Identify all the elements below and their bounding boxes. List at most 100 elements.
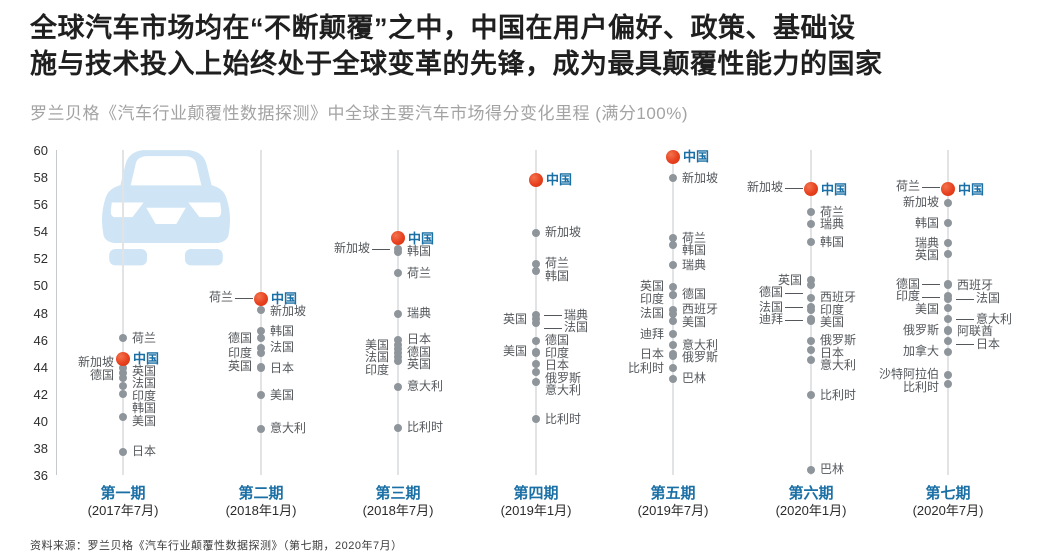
country-label: 西班牙	[820, 290, 857, 305]
data-point-dot	[669, 341, 677, 349]
country-label: 中国	[133, 351, 160, 367]
period-label: 第五期	[650, 485, 696, 502]
period-label: 第六期	[788, 485, 834, 502]
china-dot	[391, 231, 405, 246]
chart-subtitle: 罗兰贝格《汽车行业颠覆性数据探测》中全球主要汽车市场得分变化里程 (满分100%…	[30, 104, 689, 123]
y-tick-label: 54	[33, 224, 48, 240]
data-point-dot	[807, 238, 815, 247]
country-label: 新加坡	[77, 355, 114, 370]
data-point-dot	[807, 276, 815, 284]
y-tick-label: 58	[33, 170, 48, 186]
data-point-dot	[944, 219, 952, 228]
data-point-dot	[944, 281, 952, 290]
data-point-dot	[944, 370, 952, 379]
page-title-line2: 施与技术投入上始终处于全球变革的先锋，成为最具颠覆性能力的国家	[30, 49, 883, 79]
leader-line	[956, 319, 974, 321]
data-point-dot	[394, 345, 402, 354]
country-label: 荷兰	[682, 230, 707, 245]
country-label: 日本	[545, 358, 570, 373]
country-label: 比利时	[627, 360, 664, 375]
data-point-dot	[532, 311, 540, 320]
period-label: 第四期	[513, 485, 559, 502]
country-label: 印度	[364, 362, 389, 377]
data-point-dot	[532, 415, 540, 424]
country-label: 中国	[408, 230, 435, 246]
data-point-dot	[532, 336, 540, 345]
period-column-line	[947, 150, 949, 475]
data-point-dot	[119, 369, 127, 378]
country-label: 韩国	[545, 268, 570, 283]
data-point-dot	[532, 228, 540, 237]
data-point-dot	[257, 424, 265, 433]
data-point-dot	[532, 259, 540, 268]
data-point-dot	[669, 305, 677, 314]
country-label: 中国	[271, 291, 298, 307]
data-point-dot	[257, 305, 265, 314]
country-label: 英国	[914, 248, 939, 263]
y-tick-label: 60	[33, 143, 48, 158]
country-label: 阿联酋	[957, 324, 994, 339]
country-label: 新加坡	[746, 180, 783, 195]
data-point-dot	[394, 269, 402, 278]
country-label: 英国	[639, 279, 664, 294]
data-point-dot	[119, 389, 127, 398]
country-label: 瑞典	[820, 217, 845, 232]
data-point-dot	[807, 336, 815, 345]
data-point-dot	[807, 220, 815, 229]
data-point-dot	[944, 250, 952, 259]
data-point-dot	[394, 357, 402, 366]
country-label: 日本	[639, 346, 664, 361]
country-label: 中国	[821, 181, 848, 197]
leader-line	[785, 319, 803, 321]
leader-line	[956, 344, 974, 346]
y-tick-label: 36	[33, 468, 48, 483]
data-point-dot	[669, 261, 677, 270]
data-point-dot	[532, 315, 540, 324]
data-point-dot	[669, 290, 677, 299]
data-point-dot	[807, 281, 815, 290]
country-label: 法国	[132, 376, 157, 391]
country-label: 德国	[227, 330, 252, 345]
china-dot	[804, 182, 818, 197]
country-label: 西班牙	[957, 277, 994, 292]
data-point-dot	[532, 319, 540, 328]
country-label: 加拿大	[902, 344, 939, 359]
country-label: 俄罗斯	[682, 350, 719, 364]
data-point-dot	[807, 305, 815, 314]
country-label: 意大利	[407, 379, 444, 394]
data-point-dot	[669, 364, 677, 373]
country-label: 法国	[758, 299, 783, 314]
country-label: 印度	[132, 388, 157, 403]
country-label: 德国	[895, 276, 920, 291]
data-point-dot	[532, 377, 540, 386]
leader-line	[922, 186, 940, 188]
data-point-dot	[394, 247, 402, 256]
data-point-dot	[532, 359, 540, 368]
data-point-dot	[944, 315, 952, 324]
y-tick-label: 48	[33, 305, 48, 321]
leader-line	[235, 297, 253, 299]
country-label: 韩国	[682, 243, 707, 258]
data-point-dot	[944, 304, 952, 313]
country-label: 美国	[132, 413, 157, 428]
data-point-dot	[807, 293, 815, 302]
country-label: 比利时	[902, 379, 939, 394]
country-label: 比利时	[545, 411, 582, 426]
data-point-dot	[119, 364, 127, 373]
data-point-dot	[394, 423, 402, 432]
country-label: 荷兰	[208, 290, 233, 305]
y-tick-label: 38	[33, 440, 48, 456]
country-label: 法国	[364, 350, 389, 364]
country-label: 荷兰	[820, 204, 845, 219]
data-point-dot	[257, 349, 265, 358]
country-label: 印度	[639, 291, 664, 306]
y-tick-label: 40	[33, 413, 48, 429]
china-dot	[666, 149, 680, 164]
country-label: 英国	[227, 359, 252, 374]
country-label: 英国	[407, 357, 432, 372]
country-label: 荷兰	[407, 265, 432, 280]
data-point-dot	[669, 282, 677, 291]
country-label: 新加坡	[682, 170, 719, 185]
china-dot	[254, 291, 268, 306]
data-point-dot	[257, 343, 265, 352]
